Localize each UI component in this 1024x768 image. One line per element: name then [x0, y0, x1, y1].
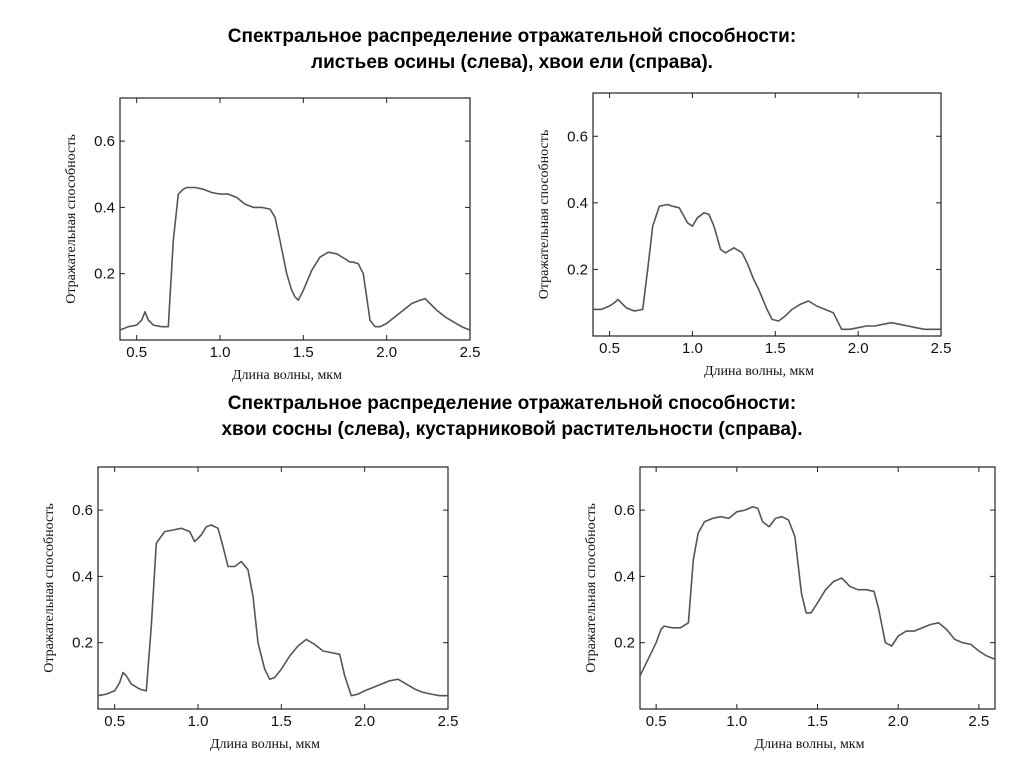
x-tick-label: 0.5 [126, 344, 147, 361]
heading-bottom-line2: хвои сосны (слева), кустарниковой растит… [221, 419, 803, 440]
y-tick-label: 0.6 [72, 502, 93, 519]
x-tick-label: 1.0 [726, 713, 747, 730]
plot-frame [639, 466, 996, 710]
x-axis-label: Длина волны, мкм [755, 737, 865, 752]
x-tick-label: 2.0 [354, 713, 375, 730]
y-tick-label: 0.2 [614, 635, 635, 652]
x-tick-label: 1.0 [210, 344, 231, 361]
plot-frame [592, 92, 942, 337]
y-tick-label: 0.6 [567, 128, 588, 145]
y-axis-label: Отражательная способность [42, 503, 57, 672]
heading-top-line1: Спектральное распределение отражательной… [227, 26, 797, 47]
x-tick-label: 1.5 [271, 713, 292, 730]
series-line [593, 203, 941, 331]
y-axis-label: Отражательная способность [537, 130, 552, 299]
y-tick-label: 0.2 [94, 266, 115, 283]
x-tick-label: 1.5 [293, 344, 314, 361]
x-tick-label: 2.5 [931, 340, 952, 357]
x-axis-label: Длина волны, мкм [704, 364, 814, 379]
x-axis-label: Длина волны, мкм [210, 737, 320, 752]
x-tick-label: 2.0 [888, 713, 909, 730]
heading-bottom: Спектральное распределение отражательной… [0, 391, 1024, 443]
heading-bottom-line1: Спектральное распределение отражательной… [227, 393, 797, 414]
x-tick-label: 2.5 [968, 713, 989, 730]
y-tick-label: 0.4 [614, 568, 635, 585]
x-tick-label: 0.5 [599, 340, 620, 357]
y-tick-label: 0.4 [567, 195, 588, 212]
y-tick-label: 0.4 [94, 199, 115, 216]
y-axis-label: Отражательная способность [584, 503, 599, 672]
y-axis-label: Отражательная способность [64, 134, 79, 303]
series-line [97, 524, 448, 697]
x-tick-label: 1.5 [765, 340, 786, 357]
x-tick-label: 2.5 [460, 344, 481, 361]
x-tick-label: 2.0 [848, 340, 869, 357]
x-tick-label: 0.5 [646, 713, 667, 730]
y-tick-label: 0.2 [72, 635, 93, 652]
x-tick-label: 1.0 [682, 340, 703, 357]
heading-top: Спектральное распределение отражательной… [0, 24, 1024, 76]
x-tick-label: 1.0 [188, 713, 209, 730]
x-axis-label: Длина волны, мкм [232, 368, 342, 383]
y-tick-label: 0.6 [94, 133, 115, 150]
y-tick-label: 0.6 [614, 502, 635, 519]
x-tick-label: 0.5 [104, 713, 125, 730]
y-tick-label: 0.4 [72, 568, 93, 585]
series-line [119, 186, 471, 331]
plot-frame [119, 97, 471, 341]
x-tick-label: 1.5 [807, 713, 828, 730]
plot-frame [97, 466, 449, 710]
series-line [639, 505, 996, 677]
x-tick-label: 2.5 [438, 713, 459, 730]
x-tick-label: 2.0 [376, 344, 397, 361]
heading-top-line2: листьев осины (слева), хвои ели (справа)… [311, 52, 713, 73]
y-tick-label: 0.2 [567, 261, 588, 278]
